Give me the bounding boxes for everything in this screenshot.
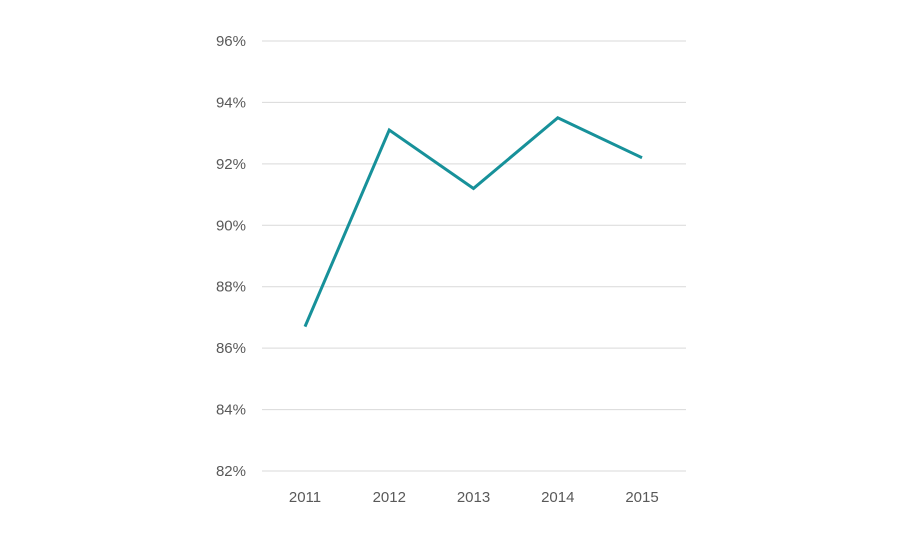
y-tick-label: 92% xyxy=(216,156,246,173)
y-tick-label: 82% xyxy=(216,463,246,480)
y-tick-label: 88% xyxy=(216,279,246,296)
y-tick-label: 86% xyxy=(216,340,246,357)
y-tick-label: 90% xyxy=(216,217,246,234)
y-tick-label: 94% xyxy=(216,94,246,111)
series-lines xyxy=(303,116,643,328)
y-axis-tick-labels: 82% 84% 86% 88% 90% 92% 94% 96% xyxy=(216,33,246,480)
series-line xyxy=(303,116,643,328)
x-tick-label: 2011 xyxy=(289,489,321,506)
x-tick-label: 2013 xyxy=(457,489,490,506)
x-tick-label: 2015 xyxy=(625,489,658,506)
y-tick-label: 96% xyxy=(216,33,246,50)
y-tick-label: 84% xyxy=(216,402,246,419)
x-tick-label: 2012 xyxy=(373,489,406,506)
gridlines xyxy=(262,40,686,472)
x-tick-label: 2014 xyxy=(541,489,574,506)
x-axis-tick-labels: 2011 2012 2013 2014 2015 xyxy=(289,489,659,506)
